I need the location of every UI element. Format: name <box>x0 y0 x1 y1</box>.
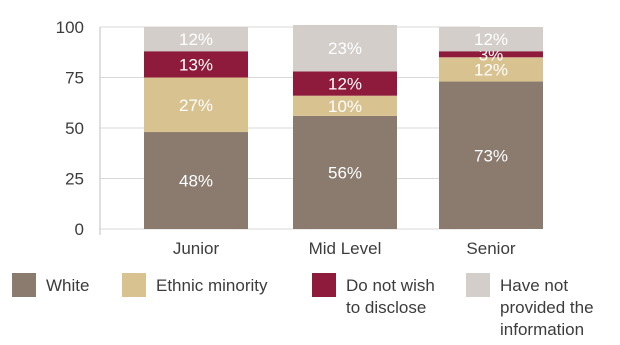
bar-segment <box>439 81 543 229</box>
legend-label: Have not provided the information <box>500 276 594 339</box>
legend-swatch <box>122 273 146 297</box>
x-tick-label: Senior <box>466 239 515 258</box>
bar-segment <box>144 132 248 229</box>
data-label: 27% <box>179 96 213 115</box>
data-label: 10% <box>328 97 362 116</box>
y-tick-label: 100 <box>56 18 84 37</box>
bar-segment <box>293 95 397 116</box>
x-tick-label: Mid Level <box>309 239 382 258</box>
bar-segment <box>439 51 543 58</box>
bar-segment <box>293 115 397 229</box>
bar-segment <box>144 27 248 52</box>
legend-label: Do not wish to disclose <box>346 276 435 317</box>
bar-segment <box>144 51 248 78</box>
data-label: 12% <box>474 30 508 49</box>
axes: 0 25 50 75 100 Junior Mid Level Senior <box>56 18 516 258</box>
data-label: 12% <box>179 30 213 49</box>
bars: 48%27%13%12%56%10%12%23%73%12%3%12% <box>144 24 543 229</box>
y-tick-label: 75 <box>65 69 84 88</box>
data-label: 48% <box>179 172 213 191</box>
data-label: 12% <box>474 60 508 79</box>
legend-label: White <box>46 276 89 295</box>
data-label: 73% <box>474 146 508 165</box>
y-tick-label: 25 <box>65 170 84 189</box>
data-label: 13% <box>179 55 213 74</box>
data-label: 23% <box>328 39 362 58</box>
bar-segment <box>144 77 248 133</box>
legend-swatch <box>312 273 336 297</box>
bar-segment <box>293 71 397 96</box>
data-label: 12% <box>328 75 362 94</box>
bar-segment <box>293 24 397 72</box>
legend-swatch <box>466 273 490 297</box>
legend-swatch <box>12 273 36 297</box>
y-tick-label: 0 <box>75 220 84 239</box>
bar-segment <box>439 57 543 82</box>
legend: White Ethnic minority Do not wish to disclo… <box>12 273 594 339</box>
data-label: 56% <box>328 163 362 182</box>
y-tick-label: 50 <box>65 119 84 138</box>
legend-label: Ethnic minority <box>156 276 268 295</box>
bar-segment <box>439 27 543 52</box>
x-tick-label: Junior <box>173 239 220 258</box>
